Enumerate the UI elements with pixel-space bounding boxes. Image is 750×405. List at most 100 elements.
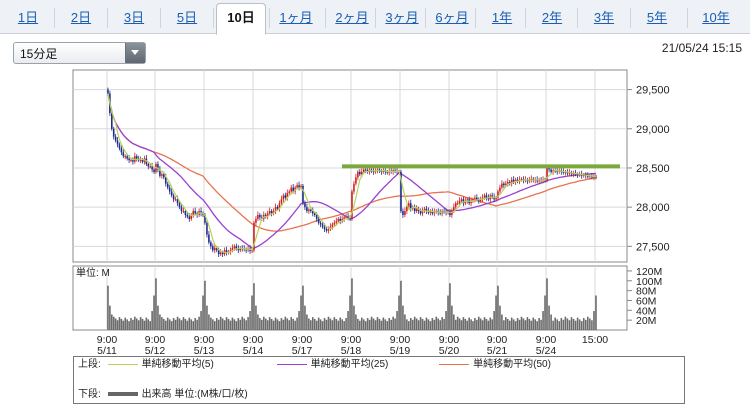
volume-bar [353, 305, 355, 330]
tab-10[interactable]: 1年 [491, 10, 513, 25]
volume-bar [508, 320, 511, 330]
volume-bar [544, 295, 546, 330]
candle-body [219, 252, 222, 255]
tab-3[interactable]: 3日 [123, 10, 145, 25]
price-chart: 29,50029,00028,50028,00027,5009:005/119:… [72, 69, 670, 356]
candle-body [415, 208, 418, 212]
volume-bar [134, 316, 136, 330]
volume-bar [202, 295, 204, 330]
candle-body [302, 185, 304, 204]
volume-bar [329, 318, 332, 330]
candle-body [429, 211, 432, 213]
tab-6[interactable]: 1ヶ月 [279, 10, 313, 25]
tab-1[interactable]: 1日 [17, 10, 39, 25]
candle-body [319, 222, 322, 225]
volume-bar [392, 316, 394, 330]
tab-12[interactable]: 3年 [593, 10, 615, 25]
candle-body [194, 211, 196, 214]
tab-8[interactable]: 3ヶ月 [385, 10, 419, 25]
candle-body [290, 187, 293, 192]
volume-bar [206, 305, 208, 330]
volume-bar [552, 320, 554, 330]
tab-14[interactable]: 10年 [702, 10, 730, 25]
volume-bar [223, 320, 226, 330]
volume-tick-label: 100M [636, 276, 662, 288]
chevron-down-icon[interactable] [125, 43, 145, 63]
volume-bar [157, 305, 159, 330]
volume-bar [546, 278, 548, 330]
candle-body [548, 167, 550, 170]
volume-bar [376, 317, 379, 330]
candle-body [456, 203, 459, 205]
candle-body [164, 177, 167, 184]
tab-separator [475, 8, 476, 28]
candle-body [130, 160, 132, 162]
candle-body [204, 214, 206, 223]
tab-7[interactable]: 2ヶ月 [335, 10, 369, 25]
volume-bar [118, 317, 121, 330]
volume-bar [151, 311, 153, 330]
tab-9[interactable]: 6ヶ月 [435, 10, 469, 25]
tab-5[interactable]: 10日 [216, 3, 266, 35]
interval-select[interactable]: 15分足 [13, 42, 146, 64]
candle-body [213, 247, 216, 251]
x-tick-time: 9:00 [243, 334, 264, 346]
candle-body [404, 211, 406, 215]
volume-bar [239, 319, 242, 330]
volume-bar [274, 317, 277, 330]
candle-body [111, 113, 113, 129]
volume-bar [447, 295, 449, 330]
tab-2[interactable]: 2日 [70, 10, 92, 25]
x-tick-date: 5/11 [97, 345, 117, 356]
volume-bar [339, 317, 342, 330]
volume-bar [212, 319, 214, 330]
volume-bar [122, 320, 125, 330]
candle-body [251, 250, 253, 252]
volume-bar [449, 283, 451, 330]
volume-bar [380, 320, 383, 330]
volume-bar [111, 314, 113, 330]
tab-separator [577, 8, 578, 28]
candle-body [339, 218, 342, 222]
tab-4[interactable]: 5日 [176, 10, 198, 25]
volume-bar [190, 319, 193, 330]
volume-bar [574, 320, 577, 330]
volume-bar [178, 318, 181, 330]
volume-bar [406, 319, 408, 330]
volume-bar [530, 320, 533, 330]
volume-bar [435, 316, 438, 330]
volume-bar [194, 318, 196, 330]
volume-bar [331, 320, 334, 330]
volume-bar [578, 319, 581, 330]
candle-body [239, 247, 242, 251]
volume-bar [534, 319, 537, 330]
volume-bar [528, 318, 531, 330]
candle-body [439, 212, 441, 214]
candle-body [161, 174, 163, 176]
volume-bar [149, 321, 151, 330]
tab-13[interactable]: 5年 [646, 10, 668, 25]
volume-bar [593, 311, 595, 330]
candle-body [572, 173, 575, 175]
volume-bar [155, 278, 157, 330]
volume-bar [323, 318, 326, 330]
volume-bar [443, 318, 445, 330]
volume-bar [176, 316, 179, 330]
volume-bar [200, 311, 202, 330]
volume-bar [237, 318, 240, 330]
candle-body [347, 216, 349, 218]
volume-bar [550, 314, 552, 330]
tab-11[interactable]: 2年 [541, 10, 563, 25]
volume-bar [524, 320, 527, 330]
volume-bar [321, 321, 324, 330]
candle-body [593, 176, 595, 178]
volume-bar [584, 319, 587, 330]
volume-bar [468, 317, 470, 330]
volume-bar [359, 320, 361, 330]
price-tick-label: 28,500 [636, 163, 670, 175]
interval-select-value: 15分足 [20, 47, 58, 61]
candle-body [325, 229, 328, 231]
candle-body [278, 203, 281, 209]
volume-bar [217, 319, 220, 330]
candle-body [311, 211, 314, 214]
